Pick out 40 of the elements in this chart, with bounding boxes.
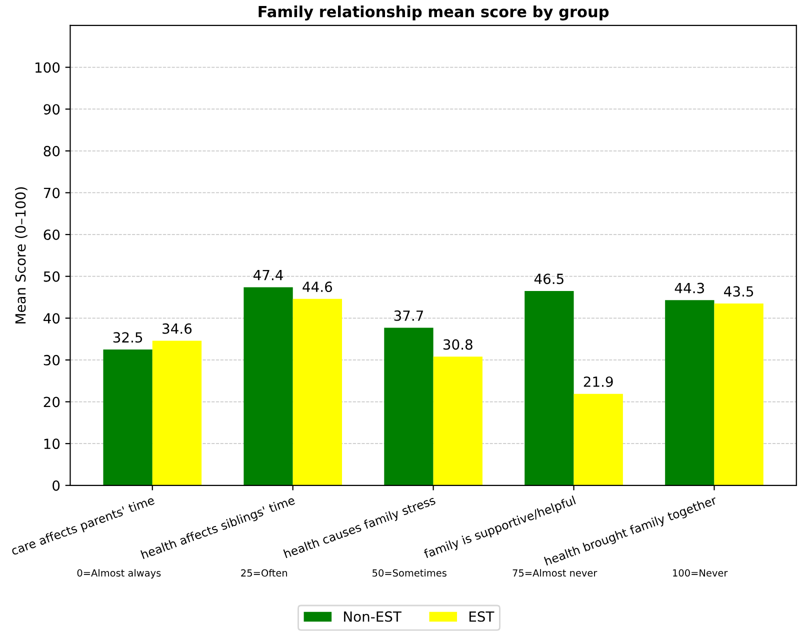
text: 0=Almost always <box>77 569 161 579</box>
y-tick-label: 30 <box>44 354 60 366</box>
y-tick-label: 50 <box>44 271 60 282</box>
chart-title: Family relationship mean score by group <box>258 6 609 20</box>
y-tick-label: 90 <box>44 104 60 115</box>
bar <box>244 287 293 486</box>
legend-label: EST <box>469 611 494 622</box>
data-label: 30.8 <box>443 339 472 350</box>
y-tick-label: 70 <box>44 188 60 198</box>
bar <box>103 350 152 486</box>
text: 75=Almost never <box>512 569 598 577</box>
bar <box>714 304 764 486</box>
bar <box>292 298 342 486</box>
bar <box>384 328 434 486</box>
y-tick-label: 20 <box>44 396 60 408</box>
bar <box>574 394 623 486</box>
bar <box>665 300 714 486</box>
y-axis-title: Mean Score (0–100) <box>15 187 28 324</box>
bar <box>152 340 202 486</box>
legend-label: Non-EST <box>344 611 402 622</box>
data-label: 34.6 <box>162 323 192 334</box>
text: 50=Sometimes <box>372 569 446 577</box>
text: 25=Often <box>241 569 287 577</box>
data-label: 44.3 <box>674 282 704 294</box>
y-tick-label: 10 <box>44 438 60 450</box>
bar <box>524 290 574 486</box>
data-label: 37.7 <box>394 310 424 321</box>
data-label: 32.5 <box>113 332 142 343</box>
bar <box>433 356 482 486</box>
data-label: 44.6 <box>302 282 332 292</box>
data-label: 47.4 <box>253 270 283 280</box>
data-label: 43.5 <box>724 286 754 297</box>
y-tick-label: 60 <box>44 230 60 240</box>
y-tick-label: 100 <box>36 62 60 73</box>
text: 100=Never <box>673 569 728 577</box>
data-label: 46.5 <box>534 274 564 284</box>
data-label: 21.9 <box>584 376 613 387</box>
y-tick-label: 40 <box>44 313 60 324</box>
y-tick-label: 0 <box>52 480 60 491</box>
y-tick-label: 80 <box>44 146 60 156</box>
